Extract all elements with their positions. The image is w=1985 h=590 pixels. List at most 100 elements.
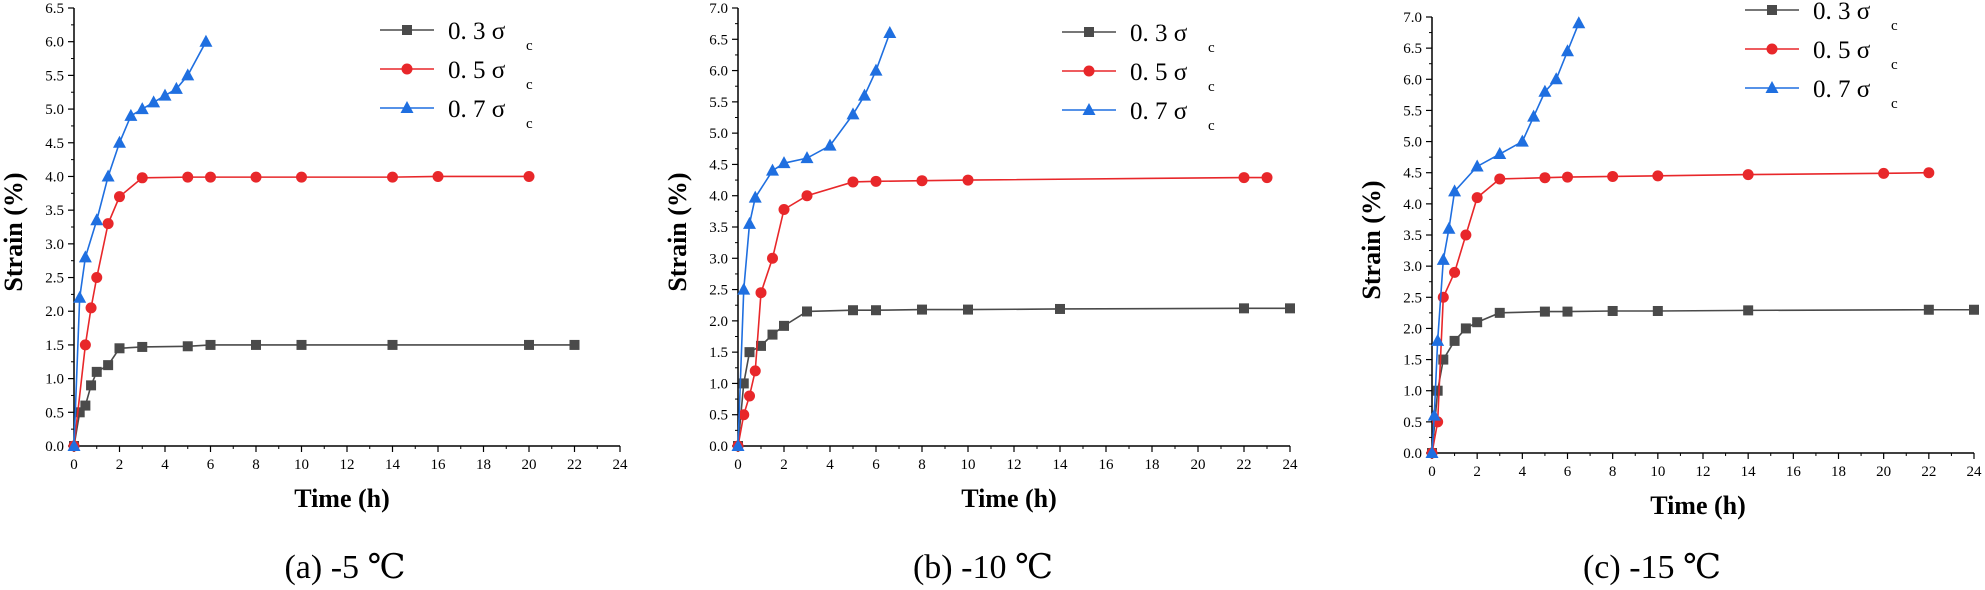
data-point-square <box>779 320 789 331</box>
data-point-square <box>74 407 85 418</box>
y-tick-label: 3.0 <box>1403 259 1422 275</box>
legend-marker-triangle <box>1765 81 1779 93</box>
data-point-triangle <box>1515 134 1529 147</box>
data-point-square <box>205 339 216 350</box>
y-tick-label: 6.5 <box>709 32 728 48</box>
x-tick-label: 16 <box>431 457 447 473</box>
y-tick-label: 2.0 <box>45 304 64 320</box>
x-axis-title: Time (h) <box>961 484 1057 513</box>
data-point-triangle <box>1442 221 1456 234</box>
x-tick-label: 6 <box>1564 464 1572 480</box>
data-point-circle <box>847 176 859 188</box>
data-point-triangle <box>748 190 762 203</box>
x-tick-label: 14 <box>1053 457 1069 473</box>
data-point-circle <box>778 203 790 215</box>
legend-label-1: 0. 5 σ <box>448 57 506 84</box>
y-tick-label: 0.0 <box>709 439 728 455</box>
x-tick-label: 24 <box>613 457 629 473</box>
y-tick-label: 7.0 <box>1403 10 1422 26</box>
data-point-triangle <box>67 439 81 451</box>
y-tick-label: 2.5 <box>45 271 64 287</box>
x-tick-label: 18 <box>476 457 491 473</box>
data-point-triangle <box>78 250 92 263</box>
data-point-triangle <box>158 88 172 101</box>
data-point-square <box>251 339 261 350</box>
data-point-triangle <box>124 108 138 121</box>
legend-subscript-0: c <box>1891 18 1898 34</box>
y-tick-label: 6.0 <box>1403 72 1422 88</box>
legend-label-2: 0. 7 σ <box>1813 76 1871 103</box>
data-point-square <box>1652 305 1663 316</box>
legend-marker-square <box>1767 5 1777 15</box>
data-point-triangle <box>766 163 779 176</box>
x-tick-label: 14 <box>385 457 401 473</box>
data-point-triangle <box>1493 147 1507 160</box>
data-point-square <box>871 305 881 316</box>
x-tick-label: 20 <box>522 457 537 473</box>
y-tick-label: 1.0 <box>709 376 728 392</box>
data-point-square <box>91 366 102 377</box>
y-tick-label: 2.5 <box>1403 290 1422 306</box>
data-point-triangle <box>181 68 195 81</box>
y-tick-label: 6.0 <box>709 64 728 80</box>
data-point-circle <box>1539 172 1551 184</box>
chart-panel-a: 0 2 4 6 8 10 12 14 16 18 20 22 240.00.51.01.52.02.53… <box>0 1 628 513</box>
data-point-triangle <box>169 81 183 94</box>
y-tick-label: 5.0 <box>45 102 64 118</box>
data-point-circle <box>1437 291 1449 303</box>
x-tick-label: 16 <box>1099 457 1115 473</box>
y-tick-label: 2.5 <box>709 283 728 299</box>
data-point-triangle <box>1427 408 1441 421</box>
y-tick-label: 3.5 <box>709 220 728 236</box>
data-point-square <box>1239 303 1249 314</box>
y-tick-label: 6.0 <box>45 35 64 51</box>
data-point-triangle <box>1425 446 1439 458</box>
data-point-triangle <box>113 135 126 148</box>
data-point-triangle <box>823 138 837 151</box>
data-point-circle <box>1923 167 1935 179</box>
data-point-square <box>80 400 91 411</box>
data-point-square <box>963 304 973 315</box>
x-tick-label: 12 <box>340 457 355 473</box>
data-point-square <box>1539 306 1550 317</box>
data-point-square <box>524 339 534 350</box>
data-point-circle <box>1652 170 1664 182</box>
y-tick-label: 0.5 <box>1403 415 1422 431</box>
data-point-triangle <box>101 169 115 182</box>
x-tick-label: 10 <box>1650 464 1665 480</box>
y-tick-label: 3.5 <box>1403 228 1422 244</box>
data-point-square <box>86 380 97 391</box>
legend-marker-triangle <box>400 101 414 113</box>
x-tick-label: 14 <box>1741 464 1757 480</box>
y-tick-label: 2.0 <box>1403 321 1422 337</box>
legend-marker-circle <box>1083 65 1095 77</box>
data-point-triangle <box>199 34 213 47</box>
data-point-circle <box>205 171 216 183</box>
legend-subscript-0: c <box>526 38 533 54</box>
data-point-circle <box>755 287 767 299</box>
data-point-triangle <box>147 95 161 108</box>
series-line-2 <box>737 32 891 447</box>
legend-marker-circle <box>1766 43 1778 55</box>
data-point-square <box>1494 307 1505 318</box>
data-point-triangle <box>1549 72 1563 85</box>
y-tick-label: 0.5 <box>709 408 728 424</box>
data-point-circle <box>79 339 91 351</box>
data-point-square <box>1969 304 1979 315</box>
data-point-square <box>802 306 812 317</box>
y-tick-label: 5.5 <box>709 95 728 111</box>
y-tick-label: 1.5 <box>709 345 728 361</box>
data-point-circle <box>1471 192 1483 204</box>
data-point-circle <box>114 191 125 203</box>
data-point-triangle <box>1572 16 1586 29</box>
data-point-triangle <box>1527 109 1541 122</box>
x-tick-label: 6 <box>207 457 215 473</box>
data-point-triangle <box>90 213 104 226</box>
data-point-circle <box>767 252 778 264</box>
y-axis-title: Strain (%) <box>1357 180 1386 299</box>
data-point-square <box>387 339 398 350</box>
data-point-circle <box>432 170 444 182</box>
y-tick-label: 4.5 <box>1403 166 1422 182</box>
data-point-circle <box>1878 167 1890 179</box>
